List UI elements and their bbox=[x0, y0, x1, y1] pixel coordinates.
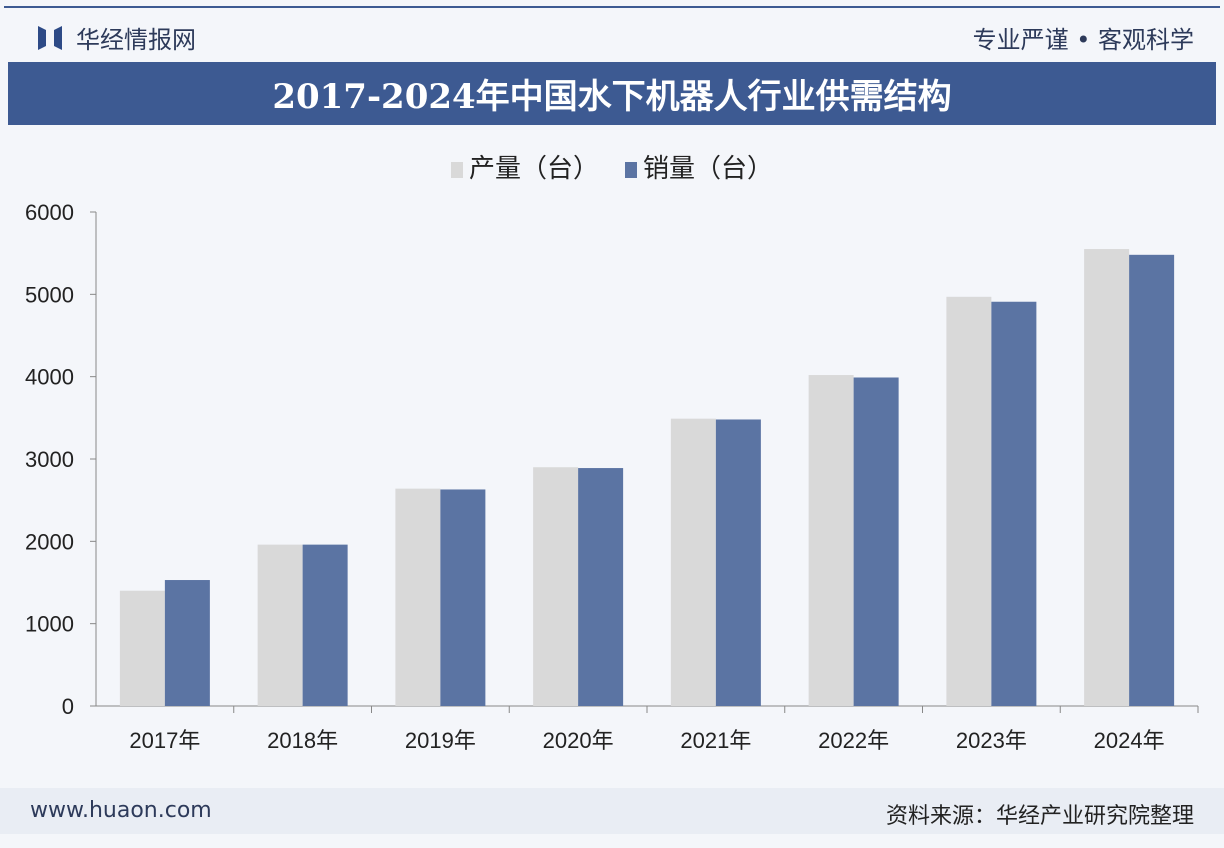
legend-label: 销量（台） bbox=[643, 154, 774, 184]
legend-swatch-production bbox=[450, 161, 463, 178]
footer-bar bbox=[0, 788, 1224, 834]
brand: 华经情报网 bbox=[36, 20, 196, 55]
legend: 产量（台） 销量（台） bbox=[0, 148, 1224, 185]
chart-title: 2017-2024年中国水下机器人行业供需结构 bbox=[8, 62, 1216, 125]
x-tick-label: 2017年 bbox=[129, 728, 200, 753]
bar-sales bbox=[164, 580, 210, 706]
legend-swatch-sales bbox=[625, 161, 637, 178]
bar-sales bbox=[715, 419, 761, 706]
bar-production bbox=[808, 375, 854, 706]
bar-production bbox=[395, 488, 441, 706]
y-tick-label: 0 bbox=[62, 694, 74, 719]
x-tick-label: 2020年 bbox=[543, 728, 614, 753]
bar-production bbox=[1084, 249, 1130, 707]
x-tick-label: 2023年 bbox=[956, 728, 1027, 753]
x-tick-label: 2024年 bbox=[1094, 728, 1165, 753]
bar-production bbox=[670, 418, 716, 706]
x-tick-label: 2019年 bbox=[405, 728, 476, 753]
bar-sales bbox=[578, 468, 624, 706]
y-tick-label: 5000 bbox=[25, 282, 74, 307]
y-tick-label: 6000 bbox=[25, 200, 74, 225]
legend-label: 产量（台） bbox=[468, 154, 599, 184]
bar-sales bbox=[991, 301, 1037, 706]
x-tick-label: 2022年 bbox=[818, 728, 889, 753]
y-tick-label: 4000 bbox=[25, 365, 74, 390]
bar-sales bbox=[853, 377, 899, 706]
y-tick-label: 2000 bbox=[25, 529, 74, 554]
bar-production bbox=[257, 544, 303, 706]
legend-sales: 销量（台） bbox=[625, 148, 773, 185]
legend-production: 产量（台） bbox=[450, 148, 599, 185]
footer-source: 资料来源：华经产业研究院整理 bbox=[885, 804, 1194, 829]
bar-sales bbox=[1129, 254, 1175, 706]
bar-production bbox=[946, 296, 992, 706]
x-tick-label: 2018年 bbox=[267, 728, 338, 753]
top-rule bbox=[4, 6, 1220, 8]
bar-sales bbox=[440, 489, 486, 706]
footer-url[interactable]: www.huaon.com bbox=[30, 798, 212, 823]
brand-name: 华经情报网 bbox=[76, 26, 196, 54]
bar-production bbox=[533, 467, 579, 706]
bar-sales bbox=[302, 544, 348, 706]
bar-production bbox=[119, 590, 165, 706]
y-tick-label: 3000 bbox=[25, 447, 74, 472]
brand-logo-icon bbox=[38, 25, 62, 50]
slogan: 专业严谨 • 客观科学 bbox=[972, 26, 1194, 54]
y-tick-label: 1000 bbox=[25, 612, 74, 637]
x-tick-label: 2021年 bbox=[680, 728, 751, 753]
